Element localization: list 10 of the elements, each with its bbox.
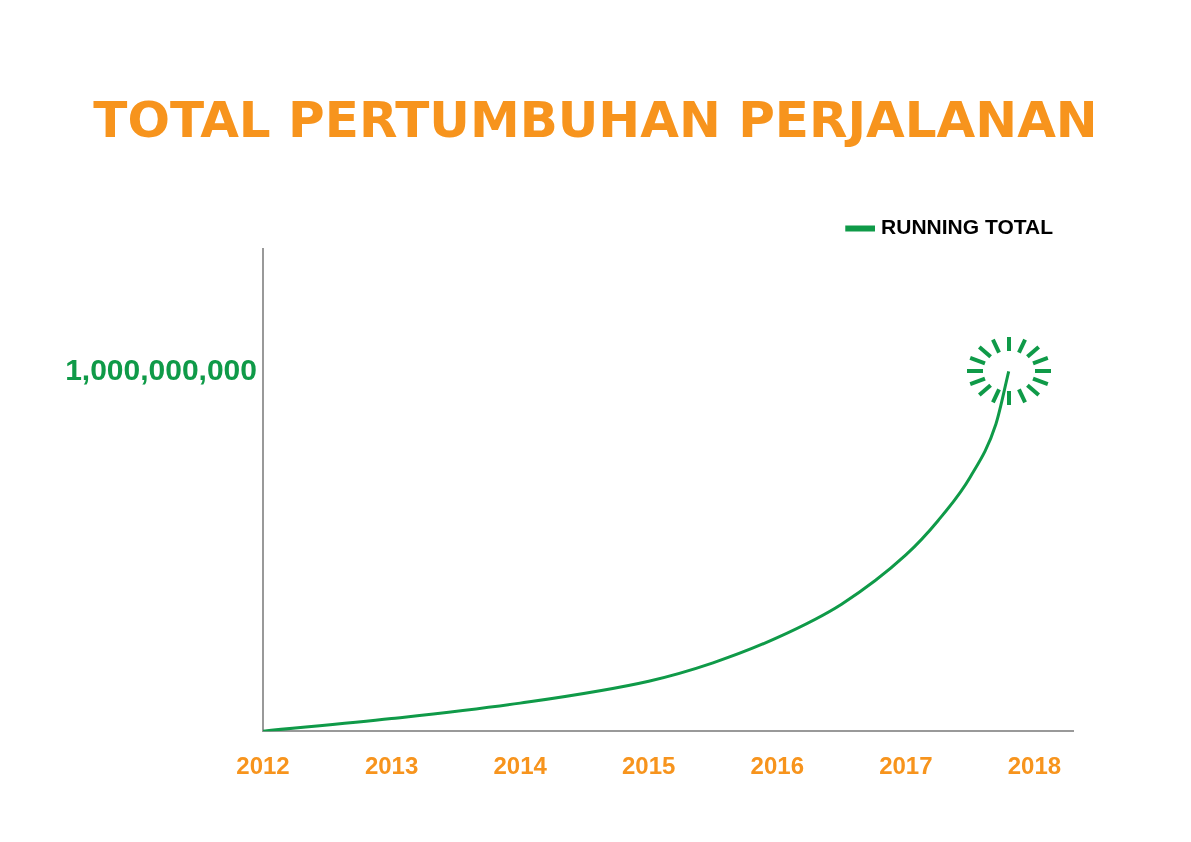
chart-title: TOTAL PERTUMBUHAN PERJALANAN bbox=[92, 90, 1099, 150]
text: 1,000,000,000 bbox=[65, 352, 257, 386]
x-tick-label: 2016 bbox=[750, 752, 804, 780]
x-tick-label: 2014 bbox=[493, 752, 548, 780]
x-tick-label: 2012 bbox=[236, 752, 290, 780]
legend-label: RUNNING TOTAL bbox=[881, 215, 1054, 239]
x-tick-label: 2018 bbox=[1007, 752, 1062, 780]
x-tick-label: 2015 bbox=[622, 752, 676, 780]
x-tick-label: 2013 bbox=[364, 752, 419, 780]
x-tick-label: 2017 bbox=[879, 752, 933, 780]
